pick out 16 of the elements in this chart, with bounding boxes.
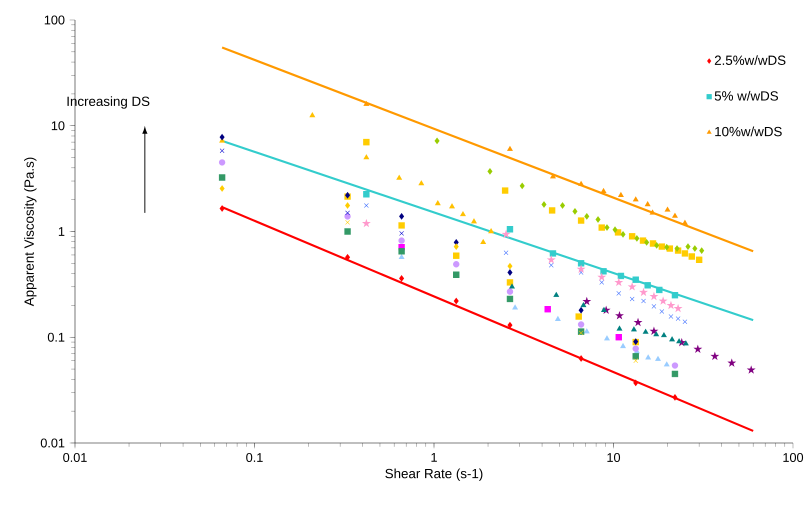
y-tick-label: 100 — [44, 16, 64, 24]
legend-label: 5% w/wDS — [714, 90, 778, 101]
x-tick-label: 100 — [783, 453, 804, 462]
legend-label: 2.5%w/wDS — [714, 55, 786, 65]
y-axis-title: Apparent Viscosity (Pa.s) — [24, 158, 36, 306]
x-tick-label: 0.01 — [63, 453, 87, 462]
y-tick-label: 0.1 — [48, 332, 64, 342]
y-tick-label: 1 — [58, 227, 64, 236]
legend-label: 10%w/wDS — [715, 126, 782, 136]
x-tick-label: 10 — [607, 453, 620, 462]
y-tick-label: 10 — [52, 121, 64, 130]
x-tick-label: 1 — [431, 453, 437, 462]
x-axis-title: Shear Rate (s-1) — [385, 468, 482, 481]
y-tick-label: 0.01 — [40, 438, 64, 448]
annotation: Increasing DS — [68, 96, 150, 109]
x-tick-label: 0.1 — [246, 453, 263, 462]
